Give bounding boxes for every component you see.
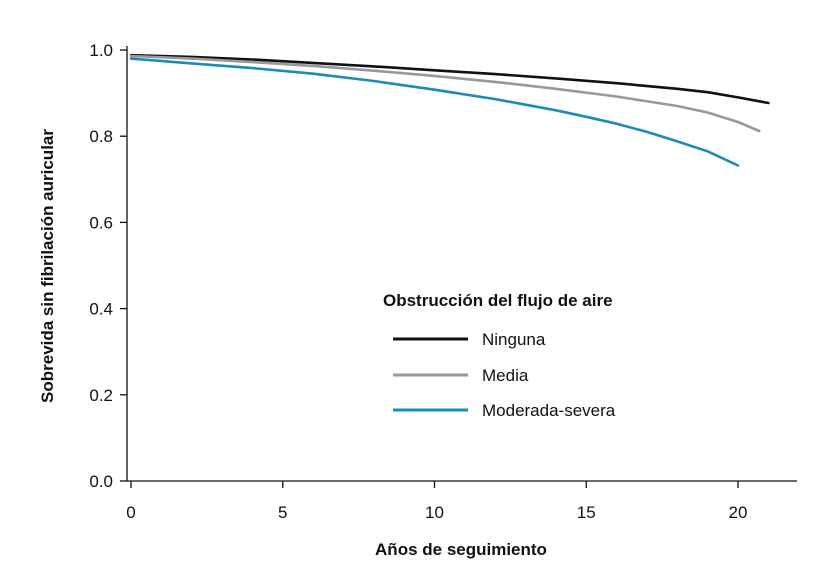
legend-label: Moderada-severa [482,401,616,420]
x-tick-label: 15 [577,503,596,522]
x-tick-label: 10 [425,503,444,522]
legend: Obstrucción del flujo de aire Ninguna Med… [383,291,616,420]
x-axis-title: Años de seguimiento [375,540,547,559]
series-line-1 [129,54,761,133]
axes [126,46,797,482]
series-line-0 [129,53,770,105]
legend-label: Media [482,366,529,385]
y-tick-label: 0.6 [89,213,113,232]
legend-title: Obstrucción del flujo de aire [383,291,613,310]
x-tick-label: 20 [729,503,748,522]
series-line-2 [129,57,740,167]
x-tick-label: 5 [278,503,287,522]
x-axis-ticks: 0 5 10 15 20 [126,481,747,522]
y-tick-label: 0.0 [89,472,113,491]
y-tick-label: 0.2 [89,386,113,405]
x-tick-label: 0 [126,503,135,522]
y-tick-label: 0.4 [89,300,113,319]
plot-lines [129,53,770,167]
y-axis-title: Sobrevida sin fibrilación auricular [38,129,57,403]
y-axis-ticks: 0.0 0.2 0.4 0.6 0.8 1.0 [89,41,127,491]
y-tick-label: 0.8 [89,127,113,146]
y-tick-label: 1.0 [89,41,113,60]
legend-label: Ninguna [482,330,546,349]
